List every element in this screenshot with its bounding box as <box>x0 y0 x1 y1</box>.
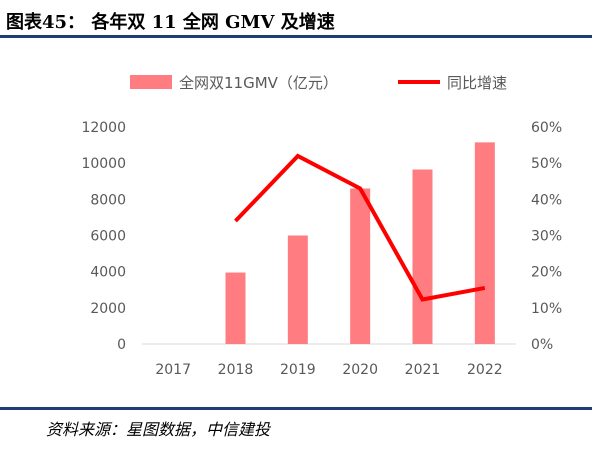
left-tick-label: 2000 <box>90 301 126 317</box>
growth-line <box>234 153 486 302</box>
right-tick-label: 0% <box>531 337 553 353</box>
right-tick-label: 30% <box>531 229 562 245</box>
line-series <box>234 153 486 302</box>
bottom-rule <box>0 407 592 410</box>
bar <box>225 272 246 344</box>
x-tick-label: 2020 <box>342 362 378 378</box>
legend: 全网双11GMV（亿元） 同比增速 <box>130 74 507 92</box>
x-tick-label: 2018 <box>218 362 254 378</box>
bar <box>350 188 371 344</box>
bar <box>412 169 433 344</box>
left-tick-label: 0 <box>117 337 126 353</box>
right-tick-label: 10% <box>531 301 562 317</box>
legend-line-label: 同比增速 <box>447 74 507 92</box>
left-tick-label: 6000 <box>90 229 126 245</box>
right-tick-label: 20% <box>531 265 562 281</box>
right-tick-label: 50% <box>531 156 562 172</box>
left-tick-label: 10000 <box>81 156 126 172</box>
x-tick-label: 2022 <box>467 362 503 378</box>
top-rule <box>0 35 592 38</box>
bar <box>474 142 495 344</box>
left-tick-label: 12000 <box>81 120 126 136</box>
legend-bar-label: 全网双11GMV（亿元） <box>179 74 338 92</box>
left-tick-label: 8000 <box>90 192 126 208</box>
x-tick-label: 2017 <box>155 362 191 378</box>
bar-series <box>225 142 495 344</box>
legend-bar-swatch <box>130 75 172 89</box>
right-tick-label: 60% <box>531 120 562 136</box>
right-axis-ticks: 0% 10% 20% 30% 40% 50% 60% <box>531 120 562 353</box>
source-note: 资料来源：星图数据，中信建投 <box>46 420 271 439</box>
left-tick-label: 4000 <box>90 265 126 281</box>
x-tick-label: 2021 <box>405 362 441 378</box>
right-tick-label: 40% <box>531 192 562 208</box>
left-axis-ticks: 0 2000 4000 6000 8000 10000 12000 <box>81 120 126 353</box>
x-axis-ticks: 2017 2018 2019 2020 2021 2022 <box>155 362 502 378</box>
figure-title: 图表45： 各年双 11 全网 GMV 及增速 <box>6 12 335 33</box>
x-tick-label: 2019 <box>280 362 316 378</box>
bar <box>287 235 308 344</box>
